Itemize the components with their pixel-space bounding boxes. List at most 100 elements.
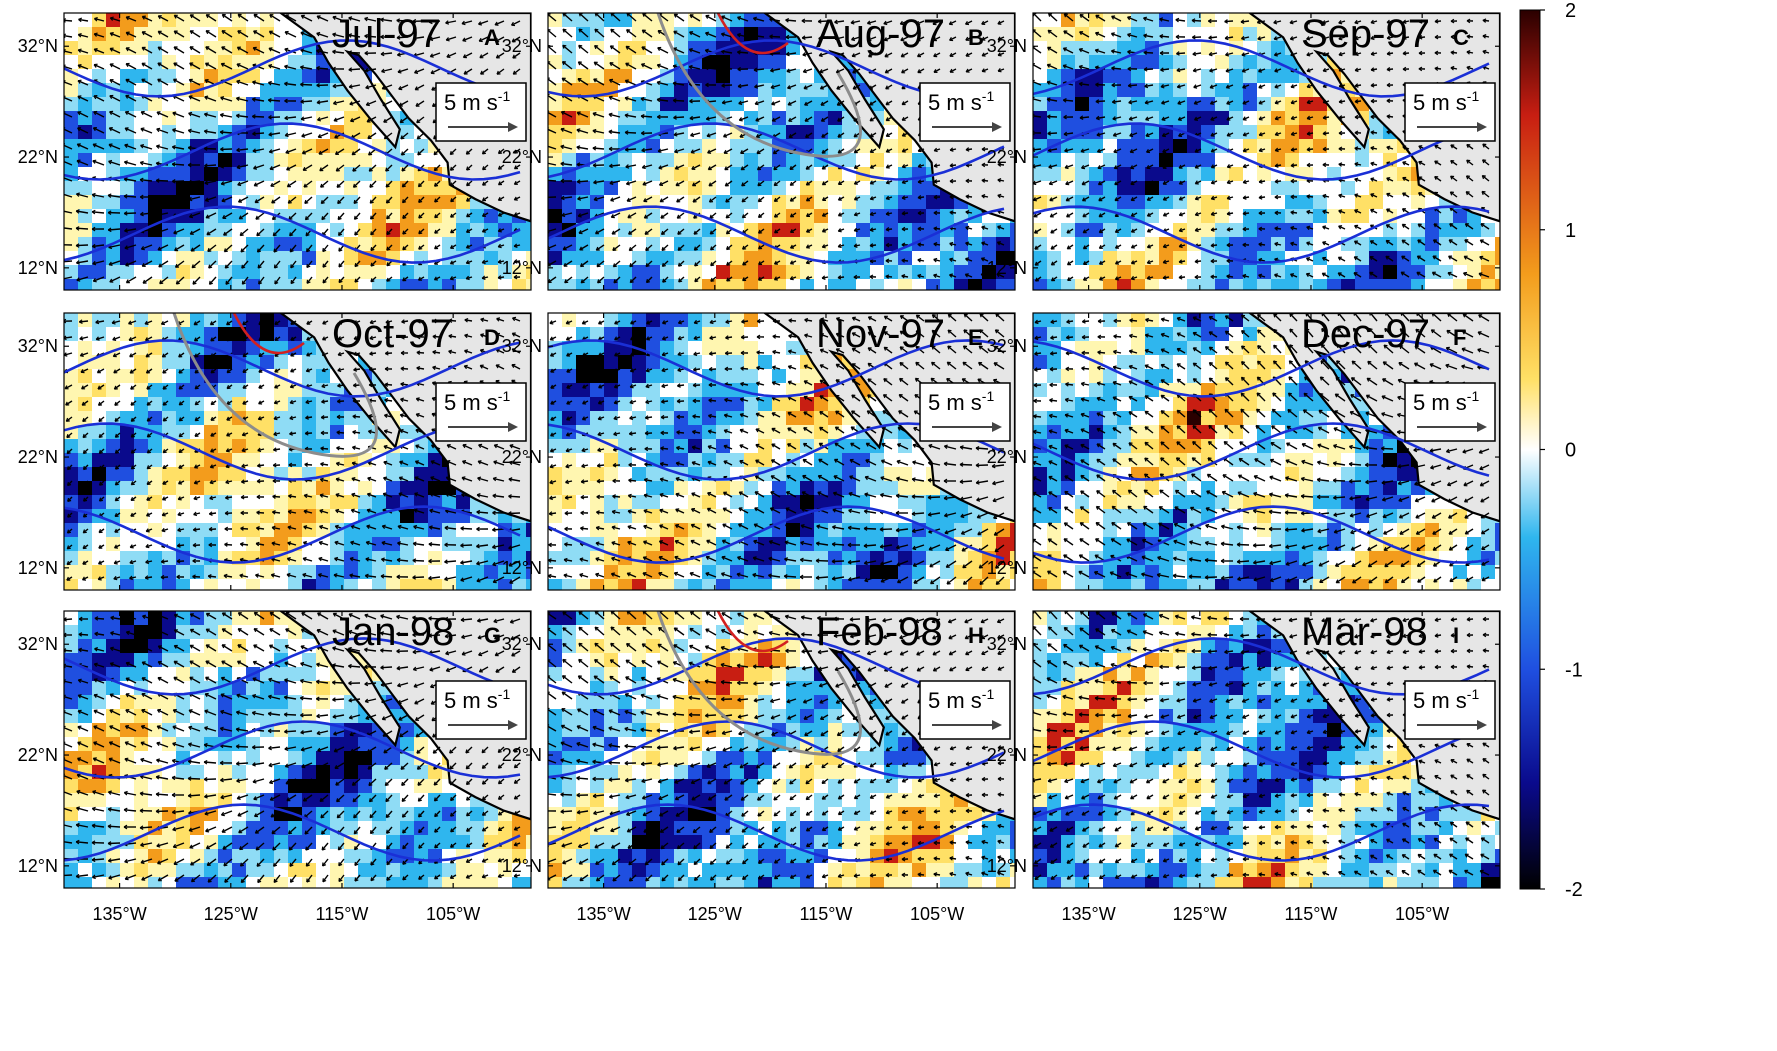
anomaly-cell <box>372 223 387 238</box>
wind-arrowhead <box>965 147 970 152</box>
wind-arrow <box>316 15 329 22</box>
anomaly-cell <box>1299 139 1314 154</box>
wind-arrowhead <box>1063 131 1068 137</box>
wind-arrowhead <box>1210 180 1215 185</box>
anomaly-cell <box>162 125 177 140</box>
wind-arrowhead <box>785 17 790 23</box>
wind-arrow <box>755 116 765 122</box>
anomaly-cell <box>758 181 773 196</box>
wind-arrow <box>721 67 733 70</box>
wind-arrowhead <box>434 198 439 203</box>
wind-arrowhead <box>155 195 160 201</box>
wind-arrow <box>610 13 621 22</box>
wind-arrow <box>1353 256 1362 262</box>
wind-arrowhead <box>235 113 240 119</box>
anomaly-cell <box>1243 167 1258 182</box>
wind-arrowhead <box>1146 164 1151 170</box>
anomaly-cell <box>716 139 731 154</box>
wind-arrow <box>694 260 701 267</box>
anomaly-cell <box>1033 251 1048 266</box>
wind-arrowhead <box>171 145 176 150</box>
anomaly-cell <box>730 55 745 70</box>
wind-arrowhead <box>996 272 1001 278</box>
anomaly-cell <box>912 195 927 210</box>
wind-arrowhead <box>949 257 954 262</box>
wind-arrowhead <box>1450 50 1455 55</box>
wind-arrow <box>188 78 201 86</box>
anomaly-cell <box>1089 167 1104 182</box>
wind-arrowhead <box>660 214 665 219</box>
wind-arrow <box>239 228 249 237</box>
anomaly-cell <box>498 237 513 252</box>
wind-arrow <box>385 196 393 204</box>
wind-arrowhead <box>400 151 406 156</box>
anomaly-cell <box>660 181 675 196</box>
anomaly-cell <box>1061 279 1076 290</box>
anomaly-cell <box>372 237 387 252</box>
wind-arrowhead <box>789 229 795 233</box>
wind-arrowhead <box>465 228 470 233</box>
anomaly-cell <box>246 13 261 28</box>
wind-arrow <box>708 180 717 187</box>
wind-arrow <box>1145 132 1154 137</box>
anomaly-cell <box>1215 125 1230 140</box>
wind-arrow <box>140 144 153 150</box>
y-tick-label: 32°N <box>18 36 58 56</box>
wind-arrow <box>1112 116 1122 120</box>
anomaly-cell <box>232 251 247 266</box>
wind-arrowhead <box>645 262 650 268</box>
wind-arrow <box>548 94 557 102</box>
anomaly-cell <box>1103 139 1118 154</box>
wind-arrow <box>383 132 393 140</box>
anomaly-cell <box>1187 111 1202 126</box>
anomaly-cell <box>786 167 801 182</box>
anomaly-cell <box>1089 153 1104 168</box>
anomaly-cell <box>548 195 563 210</box>
wind-arrowhead <box>93 32 98 37</box>
wind-arrow <box>626 180 637 185</box>
wind-arrow <box>370 228 377 236</box>
anomaly-cell <box>702 167 717 182</box>
anomaly-cell <box>470 265 485 280</box>
wind-arrow <box>140 179 153 182</box>
wind-arrowhead <box>837 181 842 185</box>
wind-arrow <box>1128 100 1138 104</box>
anomaly-cell <box>1117 139 1132 154</box>
panel-letter: A <box>484 25 500 50</box>
wind-arrowhead <box>238 215 243 220</box>
wind-arrowhead <box>237 30 242 35</box>
wind-arrowhead <box>933 257 938 263</box>
wind-arrowhead <box>1082 245 1087 250</box>
wind-arrowhead <box>853 243 858 248</box>
anomaly-cell <box>344 139 359 154</box>
wind-arrowhead <box>737 83 742 89</box>
wind-arrowhead <box>661 262 666 267</box>
anomaly-cell <box>1341 167 1356 182</box>
wind-arrow <box>608 113 621 118</box>
wind-arrow <box>236 148 249 151</box>
anomaly-cell <box>330 111 345 126</box>
anomaly-cell <box>1299 181 1314 196</box>
wind-arrowhead <box>851 36 856 42</box>
wind-arrowhead <box>478 37 483 43</box>
wind-arrowhead <box>1290 210 1295 215</box>
wind-arrowhead <box>125 47 130 52</box>
anomaly-cell <box>1383 195 1398 210</box>
anomaly-cell <box>870 279 885 290</box>
wind-arrowhead <box>140 211 144 217</box>
wind-arrowhead <box>1274 241 1279 247</box>
wind-arrowhead <box>449 244 454 249</box>
wind-arrowhead <box>75 226 80 231</box>
wind-arrow <box>1047 46 1058 54</box>
wind-arrowhead <box>109 32 114 37</box>
wind-arrow <box>398 84 409 90</box>
wind-arrowhead <box>204 197 209 202</box>
wind-arrowhead <box>1417 239 1422 244</box>
wind-arrowhead <box>1210 243 1215 248</box>
anomaly-cell <box>204 153 219 168</box>
wind-arrowhead <box>1079 31 1084 36</box>
anomaly-cell <box>386 265 401 280</box>
wind-arrowhead <box>1144 83 1149 89</box>
anomaly-cell <box>576 167 591 182</box>
wind-arrowhead <box>1209 100 1214 105</box>
